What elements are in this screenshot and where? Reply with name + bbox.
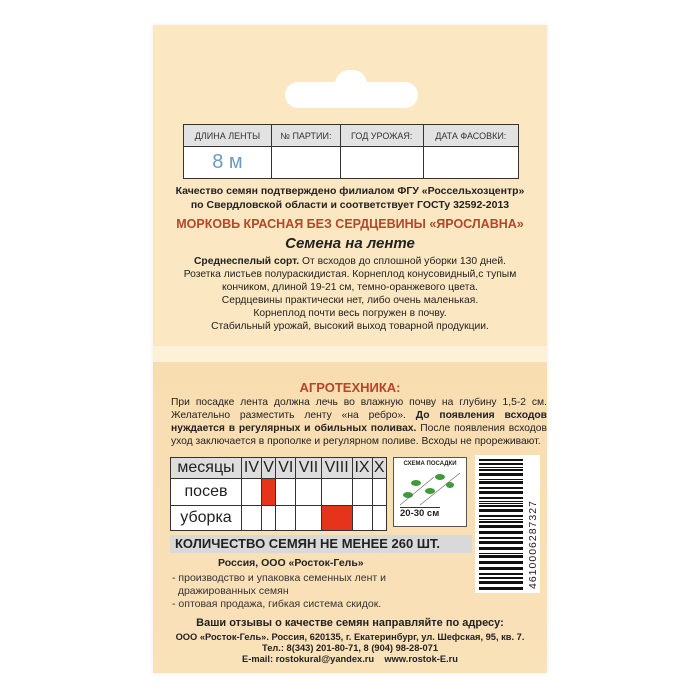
header-length: ДЛИНА ЛЕНТЫ [183,124,272,147]
header-year: ГОД УРОЖАЯ: [339,124,424,147]
barcode-bar [479,459,523,461]
feedback-title: Ваши отзывы о качестве семян направляйте… [196,617,504,629]
barcode-bar [479,515,523,517]
harvest-mark [320,505,353,531]
agro-text-bold: До появления всходов нуждается в регуляр… [171,410,548,434]
seedlings-icon [399,472,461,506]
info-table: ДЛИНА ЛЕНТЫ № ПАРТИИ: ГОД УРОЖАЯ: ДАТА ФАСО… [183,124,520,179]
company-services: - производство и упаковка семенных лент … [172,572,386,611]
row-sowing: посев [170,478,388,506]
barcode-bar [479,531,523,534]
scheme-title: СХЕМА ПОСАДКИ [403,461,457,467]
header-batch: № ПАРТИИ: [270,124,341,147]
barcode-bar [479,553,523,554]
barcode-bar [479,561,523,564]
barcode-bar [479,487,523,489]
month: X [371,457,388,479]
barcode-bar [479,497,523,499]
barcode-bar [479,491,523,494]
month: V [260,457,277,479]
quality-statement: Качество семян подтверждено филиалом ФГУ… [0,184,700,212]
barcode-bar [479,547,523,550]
row-label: уборка [170,505,242,531]
planting-scheme: СХЕМА ПОСАДКИ 20-30 см [393,457,467,527]
email: E-mail: rostokural@yandex.ru www.rostok-… [242,654,458,664]
scheme-spacing: 20-30 см [400,507,440,519]
row-label: посев [170,478,242,506]
barcode-bar [479,481,523,484]
fold-line [153,346,547,362]
month: IX [351,457,373,479]
description-line: Сердцевины практически нет, либо очень м… [221,295,479,306]
barcode-bar [479,503,523,504]
service-item: дражированных семян [172,585,289,597]
barcode-bar [479,463,523,465]
company-name: Россия, ООО «Росток-Гель» [218,557,364,569]
header-pack-date: ДАТА ФАСОВКИ: [422,124,520,147]
months-header: месяцы [170,457,242,479]
contacts: ООО «Росток-Гель». Россия, 620135, г. Ек… [0,632,700,665]
description-line: Корнеплод почти весь погружен в почву. [253,308,447,319]
description-text: От всходов до сплошной уборки 130 дней. [299,256,506,267]
year-value [339,146,424,179]
description-line: кончиком, длиной 19-21 см, темно-оранжев… [222,282,478,293]
agro-title: АГРОТЕХНИКА: [299,380,401,395]
service-item: - производство и упаковка семенных лент … [172,572,387,584]
hanger-hole-tab [335,70,367,90]
tape-length-value: 8 м [183,146,272,179]
barcode-bar [479,555,523,558]
barcode-bar [479,473,523,476]
product-title: МОРКОВЬ КРАСНАЯ БЕЗ СЕРДЦЕВИНЫ «ЯРОСЛАВН… [176,217,524,231]
barcode: 4610006287327 [475,455,540,593]
description: Среднеспелый сорт. От всходов до сплошно… [0,255,700,333]
barcode-bar [479,467,523,468]
barcode-bar [479,577,523,579]
barcode-bar [479,519,523,520]
barcode-bar [479,501,523,502]
month: VI [275,457,297,479]
barcode-bar [479,537,523,539]
quality-line: Качество семян подтверждено филиалом ФГУ… [175,185,525,197]
barcode-bar [479,469,523,471]
agro-text-2: После появления всходов уход заключается… [171,423,547,447]
product-subtitle: Семена на ленте [285,235,415,252]
description-line: Стабильный урожай, высокий выход товарно… [211,321,489,332]
description-bold: Среднеспелый сорт. [194,256,300,267]
agro-text: При посадке лента должна лечь во влажную… [171,396,547,448]
month: VII [295,457,322,479]
address: ООО «Росток-Гель». Россия, 620135, г. Ек… [175,632,525,642]
barcode-bar [479,567,523,570]
pack-date-value [422,146,520,179]
barcode-bar [479,587,523,590]
barcode-bar [479,573,523,575]
barcode-bar [479,581,523,584]
agro-text-1: При посадке лента должна лечь во влажную… [171,397,547,421]
batch-value [270,146,341,179]
barcode-bar [479,479,523,480]
month: VIII [320,457,353,479]
quality-line: по Свердловской области и соответствует … [190,199,510,211]
barcode-bar [479,509,523,512]
service-item: - оптовая продажа, гибкая система скидок… [172,598,382,610]
seed-count: КОЛИЧЕСТВО СЕМЯН НЕ МЕНЕЕ 260 ШТ. [170,535,472,553]
description-line: Розетка листьев полураскидистая. Корнепл… [183,269,517,280]
barcode-number: 4610006287327 [527,500,539,589]
barcode-bar [479,541,523,544]
barcode-bar [479,505,523,507]
sowing-mark [260,478,277,506]
month: IV [241,457,262,479]
phone: Тел.: 8(343) 201-80-71, 8 (904) 98-28-07… [262,643,438,653]
barcode-bar [479,525,523,528]
barcode-bar [479,521,523,523]
calendar-table: месяцы IV V VI VII VIII IX X посев уборка [170,457,388,531]
row-harvest: уборка [170,505,388,531]
